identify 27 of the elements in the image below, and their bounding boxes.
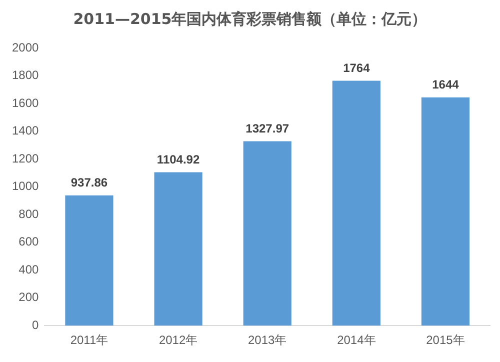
chart-title: 2011—2015年国内体育彩票销售额（单位：亿元）: [72, 9, 428, 30]
y-tick-label: 200: [18, 290, 40, 304]
y-tick-label: 1600: [12, 96, 40, 110]
y-tick-label: 600: [18, 234, 40, 249]
x-tick-label: 2013年: [248, 333, 287, 348]
y-tick-label: 1000: [12, 179, 40, 194]
x-tick-label: 2012年: [158, 333, 198, 348]
y-tick-label: 2000: [12, 40, 40, 54]
bar: [154, 172, 202, 326]
y-tick-label: 1800: [12, 68, 40, 82]
y-tick-label: 1400: [12, 124, 40, 138]
y-tick-label: 400: [18, 262, 40, 276]
x-tick-label: 2015年: [426, 333, 465, 348]
data-label: 1327.97: [246, 122, 290, 136]
data-label: 1644: [432, 78, 460, 92]
x-tick-label: 2011年: [70, 333, 108, 348]
y-tick-label: 800: [18, 206, 40, 221]
y-tick-label: 1200: [12, 151, 40, 166]
x-tick-label: 2014年: [337, 333, 376, 348]
bar: [332, 80, 380, 326]
data-label: 1104.92: [156, 152, 200, 167]
bar: [421, 97, 470, 326]
bar: [243, 141, 292, 326]
bar: [65, 195, 114, 326]
data-label: 1764: [343, 61, 370, 76]
data-label: 937.86: [70, 176, 108, 190]
y-tick-label: 0: [32, 318, 40, 332]
